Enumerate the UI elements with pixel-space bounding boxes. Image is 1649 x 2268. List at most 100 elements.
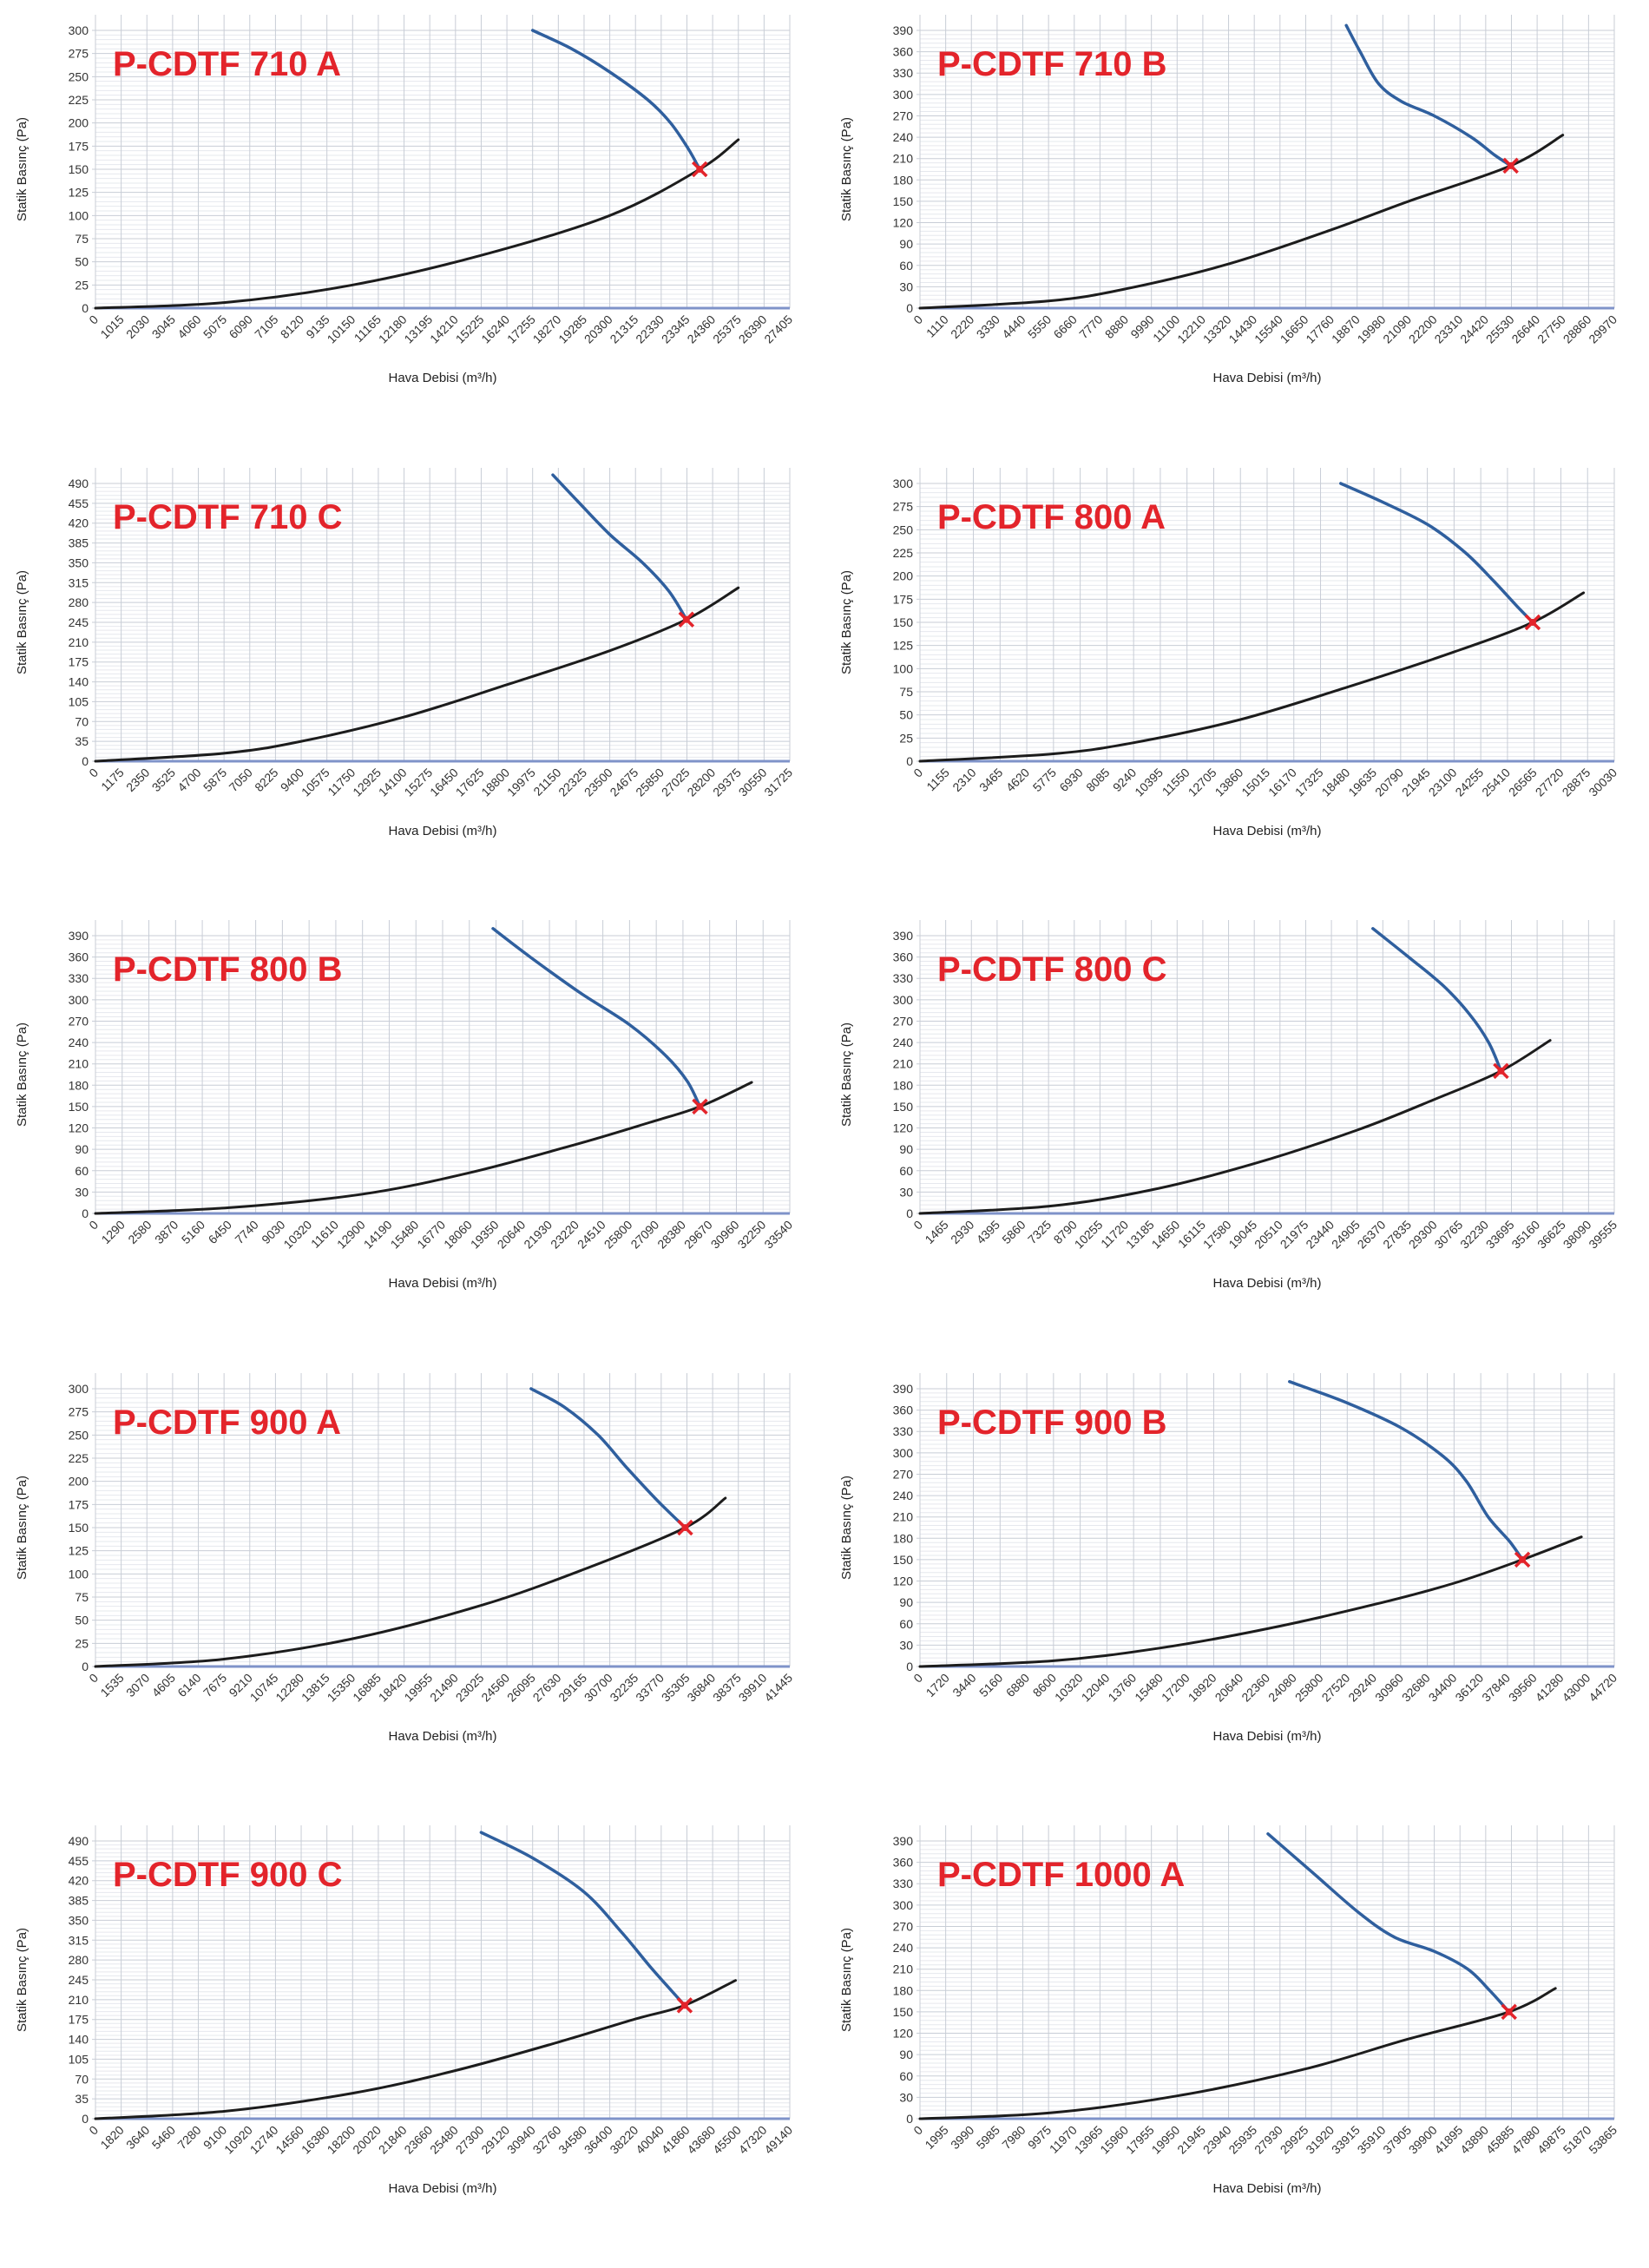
y-axis-title: Statik Basınç (Pa) bbox=[15, 1928, 30, 2032]
y-axis-title: Statik Basınç (Pa) bbox=[15, 117, 30, 221]
x-tick-label: 6660 bbox=[1051, 312, 1080, 341]
x-tick-label: 35160 bbox=[1508, 1218, 1542, 1252]
fan-chart: 0 1720 3440 5160 6880 8600 10320 12040 13760 1548… bbox=[824, 1358, 1649, 1816]
y-tick-label: 275 bbox=[69, 47, 89, 61]
operating-point-dot bbox=[680, 2002, 688, 2009]
y-tick-label: 270 bbox=[893, 1919, 914, 1933]
y-tick-label: 150 bbox=[893, 194, 914, 208]
y-tick-label: 245 bbox=[69, 615, 89, 629]
y-tick-label: 270 bbox=[893, 1467, 914, 1481]
x-tick-label: 3870 bbox=[152, 1218, 181, 1246]
x-tick-label: 16240 bbox=[478, 312, 512, 346]
x-tick-label: 33770 bbox=[633, 1670, 667, 1704]
x-tick-label: 33915 bbox=[1329, 2123, 1363, 2157]
fan-curve-line bbox=[1288, 1379, 1524, 1561]
x-tick-label: 20300 bbox=[581, 312, 615, 346]
system-curve-line bbox=[918, 590, 1586, 762]
y-tick-label: 150 bbox=[893, 2005, 914, 2019]
x-tick-label: 5075 bbox=[200, 312, 229, 341]
x-tick-label: 14650 bbox=[1149, 1218, 1183, 1252]
x-tick-label: 23660 bbox=[401, 2123, 435, 2157]
x-tick-label: 39555 bbox=[1586, 1218, 1619, 1252]
system-curve-line bbox=[918, 1987, 1557, 2120]
x-tick-label: 26640 bbox=[1508, 312, 1542, 346]
x-tick-label: 38220 bbox=[607, 2123, 641, 2157]
chart-svg: 0182036405460728091001092012740145601638… bbox=[15, 1825, 795, 2196]
y-tick-label: 35 bbox=[75, 2092, 89, 2106]
x-tick-label: 2930 bbox=[948, 1218, 976, 1246]
x-tick-label: 25375 bbox=[710, 312, 744, 346]
x-tick-label: 17200 bbox=[1159, 1670, 1192, 1704]
x-tick-label: 18270 bbox=[530, 312, 564, 346]
x-tick-label: 22200 bbox=[1406, 312, 1440, 346]
y-tick-label: 175 bbox=[69, 654, 89, 668]
y-tick-label: 420 bbox=[69, 516, 89, 529]
chart-title: P-CDTF 710 B bbox=[937, 45, 1167, 83]
fan-chart: 0 1175 2350 3525 4700 5875 7050 8225 9400 10575 11… bbox=[0, 453, 824, 910]
y-tick-label: 270 bbox=[893, 108, 914, 122]
y-tick-label: 180 bbox=[893, 1983, 914, 1997]
x-tick-label: 10320 bbox=[280, 1218, 314, 1252]
y-tick-label: 120 bbox=[893, 1121, 914, 1135]
x-tick-label: 2030 bbox=[123, 312, 152, 341]
x-tick-label: 34580 bbox=[555, 2123, 589, 2157]
x-tick-label: 15350 bbox=[325, 1670, 358, 1704]
x-tick-label: 27930 bbox=[1252, 2123, 1285, 2157]
y-tick-label: 70 bbox=[75, 2072, 89, 2086]
system-curve-line bbox=[918, 1535, 1583, 1667]
x-tick-label: 37840 bbox=[1479, 1670, 1513, 1704]
y-tick-label: 270 bbox=[69, 1014, 89, 1028]
y-tick-label: 490 bbox=[69, 477, 89, 490]
chart-svg: 0117523503525470058757050822594001057511… bbox=[15, 467, 795, 838]
x-tick-label: 24080 bbox=[1265, 1670, 1299, 1704]
y-tick-label: 330 bbox=[69, 971, 89, 985]
x-tick-label: 28200 bbox=[684, 765, 718, 799]
y-tick-label: 150 bbox=[893, 1552, 914, 1566]
y-tick-label: 420 bbox=[69, 1874, 89, 1888]
x-tick-label: 27405 bbox=[761, 312, 795, 346]
x-tick-label: 2310 bbox=[949, 765, 978, 793]
x-tick-label: 10150 bbox=[325, 312, 358, 346]
x-tick-label: 23310 bbox=[1431, 312, 1465, 346]
system-curve-line bbox=[94, 1081, 753, 1215]
x-tick-label: 1175 bbox=[98, 765, 127, 793]
y-tick-label: 385 bbox=[69, 536, 89, 549]
y-tick-label: 50 bbox=[75, 255, 89, 269]
system-curve-line bbox=[94, 586, 740, 762]
y-tick-label: 90 bbox=[899, 1595, 913, 1609]
x-tick-label: 5985 bbox=[974, 2123, 1002, 2152]
x-tick-label: 6880 bbox=[1003, 1670, 1032, 1699]
y-tick-label: 360 bbox=[893, 1403, 914, 1417]
x-tick-label: 12180 bbox=[376, 312, 410, 346]
x-tick-label: 33695 bbox=[1483, 1218, 1517, 1252]
system-curve-line bbox=[918, 1039, 1552, 1215]
x-tick-label: 21945 bbox=[1174, 2123, 1208, 2157]
x-tick-label: 20640 bbox=[1212, 1670, 1246, 1704]
y-tick-label: 240 bbox=[69, 1035, 89, 1049]
fan-curve-line bbox=[1344, 23, 1513, 168]
x-tick-label: 25935 bbox=[1225, 2123, 1259, 2157]
y-tick-label: 35 bbox=[75, 734, 89, 748]
y-tick-label: 60 bbox=[899, 259, 913, 273]
x-tick-label: 47320 bbox=[736, 2123, 770, 2157]
x-tick-label: 16650 bbox=[1278, 312, 1311, 346]
y-tick-label: 100 bbox=[893, 661, 914, 675]
x-tick-label: 1720 bbox=[923, 1670, 952, 1699]
operating-point-dot bbox=[696, 1102, 704, 1110]
y-tick-label: 75 bbox=[75, 1590, 89, 1604]
y-tick-label: 0 bbox=[82, 1660, 89, 1673]
y-tick-label: 75 bbox=[899, 685, 913, 699]
x-tick-label: 4700 bbox=[174, 765, 203, 793]
x-tick-label: 20790 bbox=[1372, 765, 1406, 799]
y-tick-label: 105 bbox=[69, 2052, 89, 2066]
x-axis-title: Hava Debisi (m³/h) bbox=[1212, 824, 1321, 838]
x-tick-label: 16380 bbox=[299, 2123, 332, 2157]
x-tick-label: 24905 bbox=[1329, 1218, 1363, 1252]
x-tick-label: 18800 bbox=[478, 765, 512, 799]
x-tick-label: 2350 bbox=[123, 765, 152, 793]
y-tick-label: 100 bbox=[69, 208, 89, 222]
x-tick-label: 14430 bbox=[1225, 312, 1259, 346]
x-tick-label: 27720 bbox=[1533, 765, 1567, 799]
x-tick-label: 5860 bbox=[999, 1218, 1028, 1246]
x-tick-label: 18480 bbox=[1319, 765, 1353, 799]
